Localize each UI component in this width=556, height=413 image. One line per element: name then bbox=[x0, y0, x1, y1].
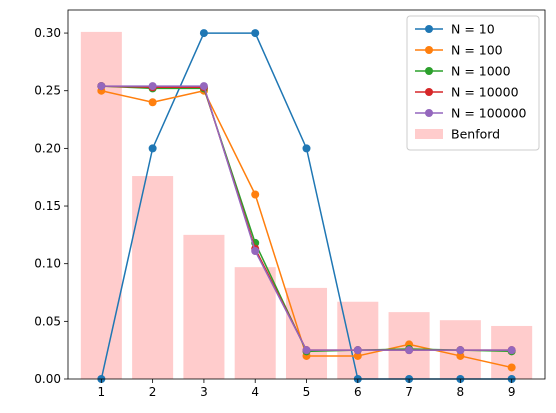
legend-entry: N = 1000 bbox=[415, 64, 511, 79]
legend-entry: N = 10 bbox=[415, 22, 495, 37]
legend-marker bbox=[425, 109, 433, 117]
x-tick-label: 9 bbox=[508, 385, 516, 399]
data-point bbox=[302, 144, 311, 153]
x-tick-label: 2 bbox=[149, 385, 157, 399]
data-point bbox=[456, 351, 465, 360]
data-point bbox=[199, 29, 208, 38]
legend-marker bbox=[425, 67, 433, 75]
y-tick-label: 0.00 bbox=[34, 372, 61, 386]
legend-label: N = 10000 bbox=[451, 85, 519, 100]
x-tick-label: 5 bbox=[303, 385, 311, 399]
x-tick-label: 4 bbox=[251, 385, 259, 399]
y-tick-label: 0.20 bbox=[34, 141, 61, 155]
y-tick-label: 0.30 bbox=[34, 26, 61, 40]
x-tick-label: 3 bbox=[200, 385, 208, 399]
series-lines bbox=[97, 29, 516, 383]
benford-bar bbox=[285, 287, 328, 379]
data-point bbox=[507, 363, 516, 372]
legend-label: N = 1000 bbox=[451, 64, 511, 79]
data-point bbox=[353, 351, 362, 360]
legend-marker bbox=[425, 25, 433, 33]
benford-bar bbox=[234, 267, 276, 379]
legend: N = 10 N = 100 N = 1000 N = 10000 N = 100000… bbox=[406, 15, 540, 151]
data-point bbox=[148, 98, 157, 107]
x-tick-label: 1 bbox=[98, 385, 106, 399]
y-tick-label: 0.15 bbox=[34, 199, 61, 213]
legend-entry: N = 100000 bbox=[415, 106, 527, 121]
data-point bbox=[302, 346, 311, 355]
y-tick-label: 0.05 bbox=[34, 314, 61, 328]
y-tick-label: 0.25 bbox=[34, 84, 61, 98]
data-point bbox=[148, 144, 157, 153]
legend-label: N = 10 bbox=[451, 22, 495, 37]
data-point bbox=[251, 190, 260, 199]
data-point bbox=[353, 346, 362, 355]
benford-bar bbox=[132, 176, 174, 379]
data-point bbox=[251, 29, 260, 38]
legend-marker bbox=[425, 46, 433, 54]
data-point bbox=[199, 82, 208, 91]
series-5 bbox=[97, 82, 516, 355]
legend-label: N = 100000 bbox=[451, 106, 527, 121]
data-point bbox=[507, 346, 516, 355]
legend-label: Benford bbox=[451, 127, 500, 142]
legend-entry: Benford bbox=[415, 127, 500, 142]
data-point bbox=[405, 346, 414, 355]
y-tick-label: 0.10 bbox=[34, 257, 61, 271]
data-point bbox=[251, 247, 260, 256]
data-point bbox=[97, 82, 106, 91]
legend-entry: N = 100 bbox=[415, 43, 503, 58]
x-tick-label: 6 bbox=[354, 385, 362, 399]
legend-entry: N = 10000 bbox=[415, 85, 519, 100]
x-tick-label: 8 bbox=[457, 385, 465, 399]
x-tick-label: 7 bbox=[405, 385, 413, 399]
data-point bbox=[456, 346, 465, 355]
legend-bar-swatch bbox=[415, 129, 443, 139]
legend-label: N = 100 bbox=[451, 43, 503, 58]
data-point bbox=[148, 82, 157, 91]
benford-bar bbox=[183, 234, 225, 379]
axes: 1 2 3 4 5 6 7 8 9 0.00 0.05 0.10 0.15 0.20 0.25 0.30 bbox=[34, 9, 546, 399]
benford-bars bbox=[80, 31, 533, 380]
legend-marker bbox=[425, 88, 433, 96]
